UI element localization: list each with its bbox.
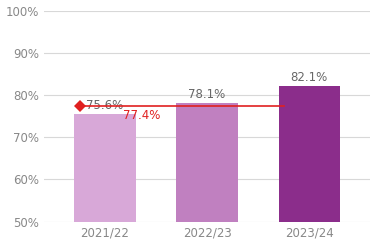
Text: 75.6%: 75.6% (86, 99, 124, 112)
Bar (74, 113, 136, 245)
Text: 82.1%: 82.1% (291, 71, 328, 85)
Bar (176, 103, 238, 245)
Text: 77.4%: 77.4% (123, 109, 161, 122)
Bar (279, 86, 340, 245)
Text: 78.1%: 78.1% (188, 88, 226, 101)
